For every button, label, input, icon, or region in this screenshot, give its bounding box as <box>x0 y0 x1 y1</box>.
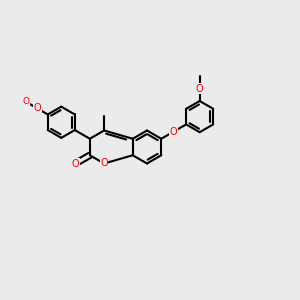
Text: O: O <box>169 127 177 137</box>
Text: O: O <box>100 158 108 169</box>
Text: O: O <box>33 103 41 113</box>
Text: O: O <box>72 158 79 169</box>
Text: O: O <box>196 84 203 94</box>
Text: O: O <box>22 97 29 106</box>
